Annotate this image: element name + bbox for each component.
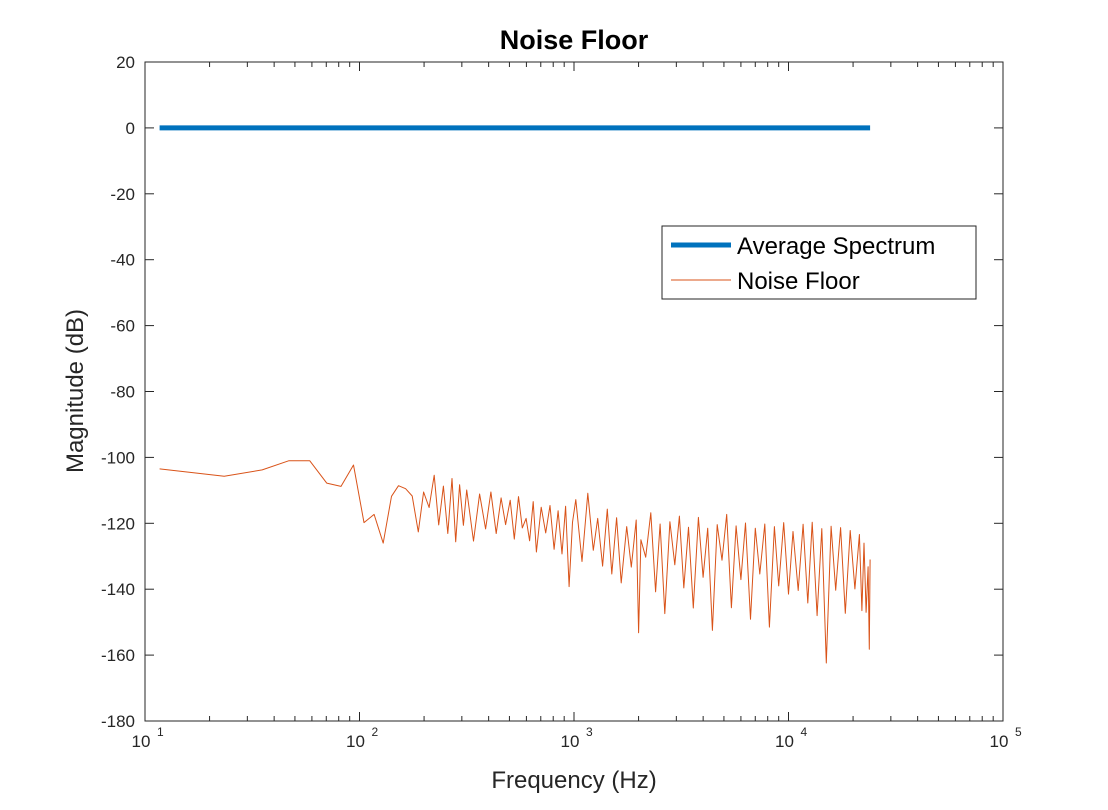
y-tick-label: -20 — [110, 185, 135, 204]
y-axis-label: Magnitude (dB) — [62, 309, 89, 473]
x-tick-label: 10 — [775, 732, 794, 751]
y-tick-label: -180 — [101, 712, 135, 731]
x-tick-label: 10 — [561, 732, 580, 751]
y-tick-label: -120 — [101, 514, 135, 533]
y-tick-label: -100 — [101, 448, 135, 467]
y-tick-label: -140 — [101, 580, 135, 599]
x-tick-label-exponent: 1 — [157, 725, 164, 739]
tick-labels: 10 1 10 2 10 3 10 4 10 5 20 0 -20 -40 -60 -80 -100 -120 -1… — [101, 53, 1022, 751]
series-layer — [159, 125, 871, 664]
legend: Average Spectrum Noise Floor — [661, 225, 977, 300]
x-tick-label: 10 — [990, 732, 1009, 751]
x-tick-label-exponent: 2 — [372, 725, 379, 739]
chart-title: Noise Floor — [500, 25, 649, 55]
y-tick-label: 20 — [116, 53, 135, 72]
legend-box — [661, 225, 977, 300]
plot-frame — [144, 61, 1004, 722]
plot-area — [145, 62, 1003, 721]
x-tick-label-exponent: 5 — [1015, 725, 1022, 739]
series-noise-floor — [159, 460, 871, 664]
legend-label-noise-floor: Noise Floor — [737, 268, 860, 295]
x-tick-label: 10 — [132, 732, 151, 751]
x-tick-label: 10 — [346, 732, 365, 751]
y-tick-label: -160 — [101, 646, 135, 665]
x-tick-label-exponent: 3 — [586, 725, 593, 739]
legend-label-average-spectrum: Average Spectrum — [737, 233, 935, 260]
y-tick-label: 0 — [126, 119, 135, 138]
y-tick-label: -40 — [110, 251, 135, 270]
x-axis-label: Frequency (Hz) — [491, 767, 656, 794]
y-tick-label: -60 — [110, 317, 135, 336]
y-tick-label: -80 — [110, 383, 135, 402]
x-tick-label-exponent: 4 — [801, 725, 808, 739]
